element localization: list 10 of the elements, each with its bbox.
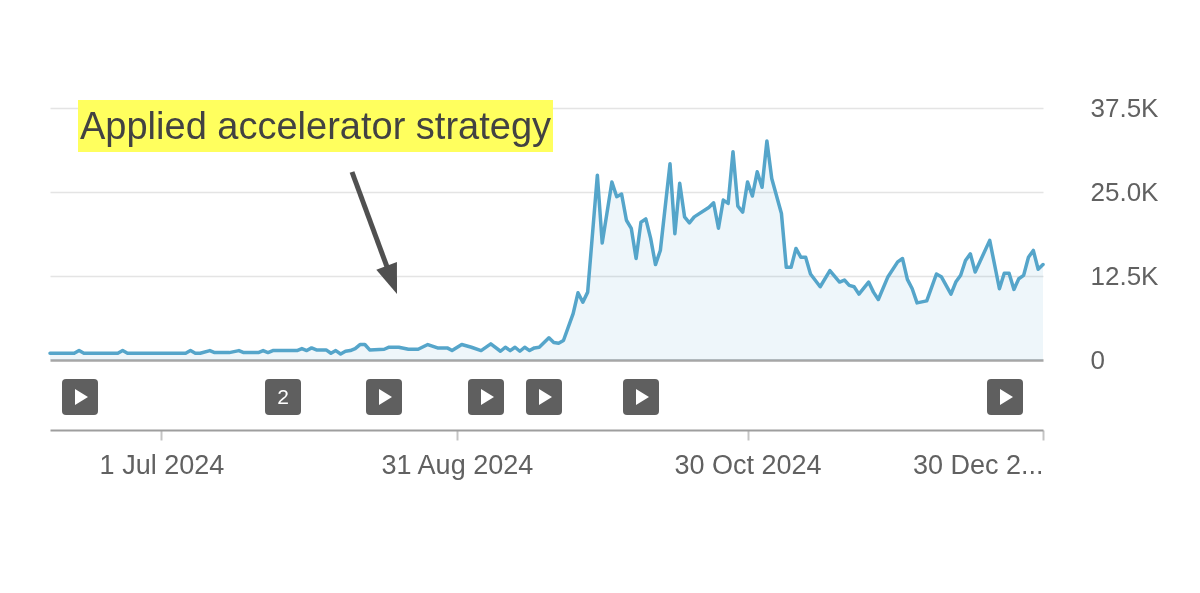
y-tick-label: 12.5K <box>1090 260 1160 291</box>
y-tick-label: 37.5K <box>1090 92 1160 123</box>
x-tick-label: 31 Aug 2024 <box>381 449 534 480</box>
x-tick-label: 30 Oct 2024 <box>674 449 822 480</box>
badge: 2 <box>265 379 301 415</box>
y-tick-label: 0 <box>1090 344 1105 375</box>
annotation: Applied accelerator strategy <box>78 100 554 152</box>
x-tick-label: 1 Jul 2024 <box>99 449 225 480</box>
y-tick-label: 25.0K <box>1090 176 1160 207</box>
x-tick-label: 30 Dec 2... <box>912 449 1044 480</box>
